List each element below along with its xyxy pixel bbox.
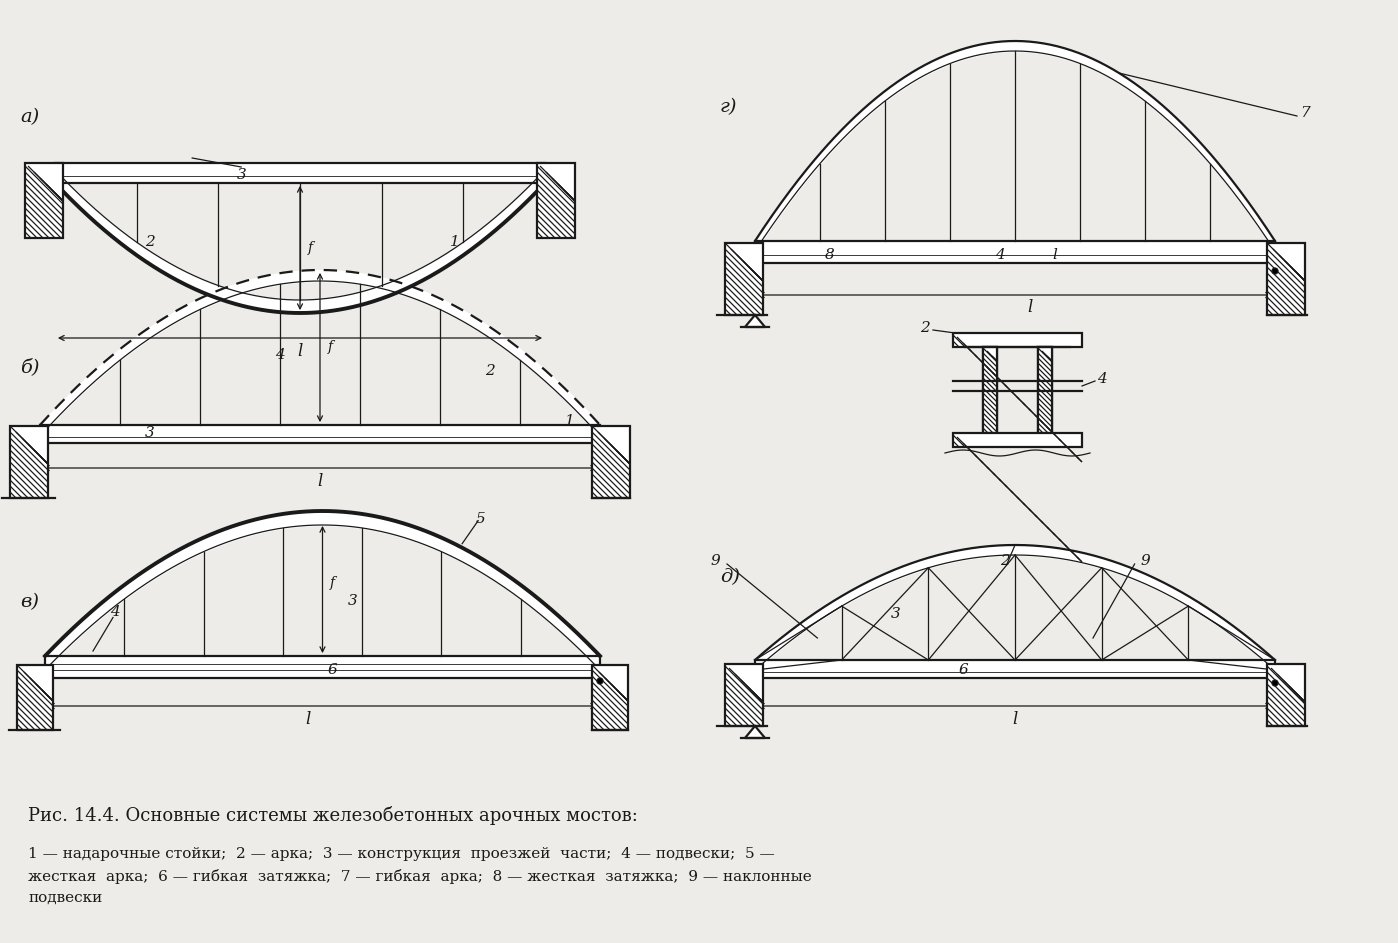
Text: в): в) (20, 593, 39, 611)
Text: l: l (305, 710, 310, 727)
Text: 7: 7 (1300, 106, 1310, 120)
Text: 8: 8 (825, 248, 835, 262)
Polygon shape (755, 660, 1275, 678)
Text: l: l (1053, 248, 1057, 262)
Polygon shape (591, 665, 628, 730)
Polygon shape (983, 347, 997, 433)
Text: 1: 1 (450, 235, 460, 249)
Circle shape (597, 678, 603, 684)
Text: 1 — надарочные стойки;  2 — арка;  3 — конструкция  проезжей  части;  4 — подвес: 1 — надарочные стойки; 2 — арка; 3 — кон… (28, 847, 774, 861)
Text: д): д) (720, 568, 740, 586)
Text: 5: 5 (475, 512, 485, 525)
Text: Рис. 14.4. Основные системы железобетонных арочных мостов:: Рис. 14.4. Основные системы железобетонн… (28, 806, 637, 825)
Polygon shape (1267, 243, 1304, 315)
Text: а): а) (20, 108, 39, 126)
Polygon shape (745, 315, 765, 327)
Text: 2: 2 (485, 364, 495, 378)
Polygon shape (745, 726, 765, 738)
Polygon shape (17, 665, 53, 730)
Text: 3: 3 (145, 426, 155, 440)
Text: 3: 3 (891, 607, 900, 621)
Text: 3: 3 (348, 594, 358, 608)
Text: 4: 4 (1097, 372, 1107, 386)
Polygon shape (10, 426, 48, 498)
Polygon shape (953, 433, 1082, 447)
Polygon shape (983, 347, 997, 433)
Text: l: l (298, 342, 303, 359)
Text: l: l (317, 472, 323, 489)
Text: подвески: подвески (28, 891, 102, 905)
Text: 3: 3 (236, 168, 246, 182)
Text: 4: 4 (110, 605, 120, 620)
Text: f: f (327, 340, 333, 355)
Text: 1: 1 (565, 414, 575, 428)
Polygon shape (1037, 347, 1053, 433)
Text: l: l (1012, 710, 1018, 727)
Polygon shape (591, 426, 630, 498)
Polygon shape (45, 656, 600, 678)
Text: 9: 9 (710, 554, 720, 568)
Polygon shape (1037, 347, 1053, 433)
Text: 2: 2 (1000, 554, 1009, 568)
Text: f: f (308, 241, 313, 255)
Text: 4: 4 (275, 348, 285, 362)
Text: 6: 6 (327, 663, 337, 677)
Text: 9: 9 (1141, 554, 1151, 568)
Text: 6: 6 (958, 663, 967, 677)
Circle shape (1272, 268, 1278, 274)
Text: 2: 2 (145, 235, 155, 249)
Polygon shape (755, 241, 1275, 263)
Text: жесткая  арка;  6 — гибкая  затяжка;  7 — гибкая  арка;  8 — жесткая  затяжка;  : жесткая арка; 6 — гибкая затяжка; 7 — ги… (28, 869, 812, 884)
Polygon shape (726, 664, 763, 726)
Text: f: f (330, 576, 336, 590)
Circle shape (1272, 680, 1278, 686)
Polygon shape (953, 333, 1082, 347)
Polygon shape (41, 425, 600, 443)
Text: г): г) (720, 98, 738, 116)
Text: l: l (1028, 300, 1033, 317)
Polygon shape (25, 163, 63, 238)
Polygon shape (55, 163, 545, 183)
Text: 2: 2 (920, 321, 930, 335)
Polygon shape (726, 243, 763, 315)
Polygon shape (1267, 664, 1304, 726)
Text: б): б) (20, 358, 39, 376)
Text: 4: 4 (995, 248, 1005, 262)
Polygon shape (537, 163, 575, 238)
